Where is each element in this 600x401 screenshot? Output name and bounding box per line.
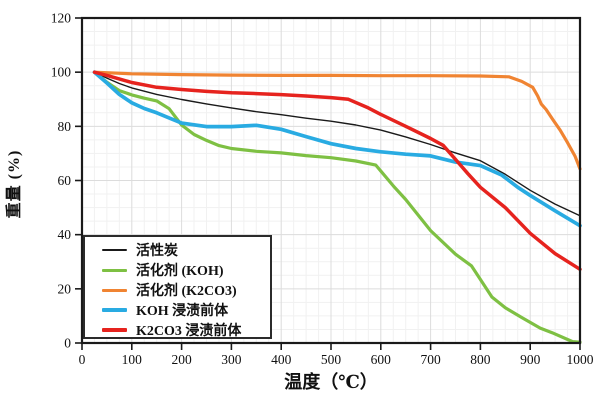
x-tick-label: 600	[371, 352, 392, 367]
x-tick-label: 200	[171, 352, 192, 367]
y-tick-label: 80	[58, 119, 72, 134]
legend: 活性炭 活化剂 (KOH) 活化剂 (K2CO3) KOH 浸渍前体 K2CO3…	[83, 235, 272, 339]
x-tick-label: 400	[271, 352, 292, 367]
legend-item-k2co3-activator: 活化剂 (K2CO3)	[102, 280, 266, 300]
x-tick-label: 700	[420, 352, 441, 367]
x-tick-label: 100	[122, 352, 143, 367]
y-tick-label: 120	[51, 11, 72, 26]
legend-item-k2co3-precursor: K2CO3 浸渍前体	[102, 320, 266, 340]
legend-label: KOH 浸渍前体	[136, 304, 229, 319]
series-line-3	[92, 70, 582, 228]
legend-label: 活化剂 (KOH)	[136, 264, 224, 279]
legend-item-koh-precursor: KOH 浸渍前体	[102, 300, 266, 320]
line-sample-icon	[102, 308, 127, 312]
legend-label: K2CO3 浸渍前体	[136, 324, 242, 339]
x-tick-label: 900	[520, 352, 541, 367]
series-line-2	[92, 70, 582, 171]
line-sample-icon	[102, 328, 127, 332]
legend-label: 活化剂 (K2CO3)	[136, 284, 237, 299]
y-tick-label: 100	[51, 65, 72, 80]
x-tick-label: 1000	[567, 352, 594, 367]
x-tick-label: 0	[79, 352, 86, 367]
y-tick-label: 60	[58, 173, 72, 188]
x-tick-label: 500	[321, 352, 342, 367]
line-sample-icon	[102, 249, 127, 251]
line-sample-icon	[102, 268, 127, 272]
y-tick-label: 0	[64, 336, 71, 351]
plot-border	[80, 16, 582, 345]
legend-item-koh-activator: 活化剂 (KOH)	[102, 260, 266, 280]
series-line-4	[92, 70, 582, 272]
series-line-1	[92, 70, 582, 344]
x-axis-label: 温度（℃）	[284, 372, 378, 392]
legend-item-activated-carbon: 活性炭	[102, 240, 266, 260]
x-tick-label: 800	[470, 352, 491, 367]
y-tick-label: 20	[58, 281, 72, 296]
series-line-0	[93, 71, 581, 217]
line-sample-icon	[102, 288, 127, 292]
x-tick-label: 300	[221, 352, 242, 367]
legend-label: 活性炭	[136, 244, 178, 259]
y-axis-label: 重量 (%)	[6, 149, 23, 219]
y-tick-label: 40	[58, 227, 72, 242]
